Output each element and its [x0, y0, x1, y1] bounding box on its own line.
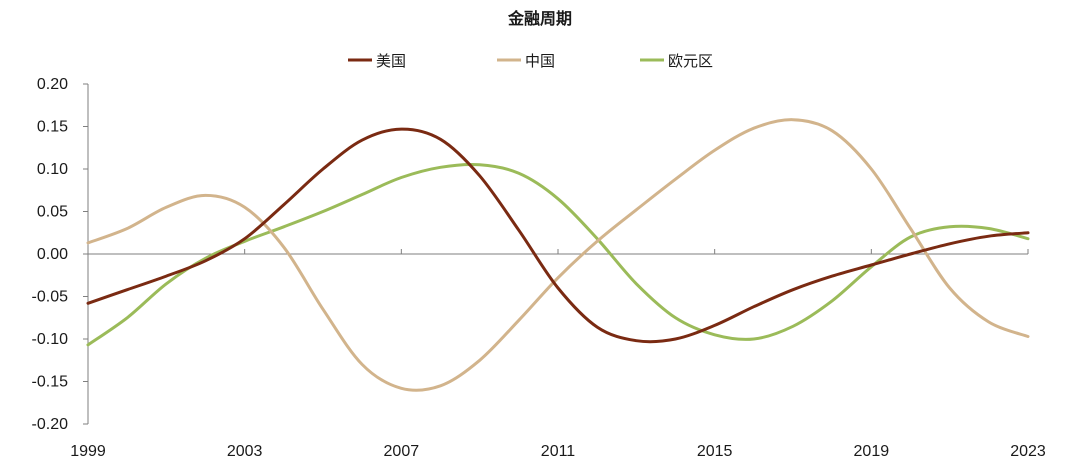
y-tick-label: -0.20	[32, 416, 69, 433]
legend-label-1: 中国	[525, 52, 555, 70]
series-line-2	[86, 162, 1030, 347]
axes: 0.20 0.15 0.10 0.05 0.00 -0.05 -0.10 -0.15 -0.20…	[32, 76, 1046, 460]
legend-label-0: 美国	[376, 52, 406, 70]
series-line-0	[86, 127, 1030, 344]
series-line-1	[86, 118, 1030, 392]
x-tick-label: 2019	[854, 443, 890, 460]
y-tick-label: -0.15	[32, 374, 69, 391]
legend-label-2: 欧元区	[668, 52, 713, 70]
legend-item-1: 中国	[497, 52, 555, 70]
x-tick-label: 2023	[1010, 443, 1046, 460]
x-tick-label: 1999	[70, 443, 106, 460]
series-layer	[86, 118, 1030, 392]
y-tick-label: -0.10	[32, 331, 69, 348]
legend: 美国 中国 欧元区	[348, 52, 713, 70]
x-tick-label: 2011	[541, 443, 576, 460]
legend-item-0: 美国	[348, 52, 406, 70]
chart-title: 金融周期	[507, 9, 572, 28]
y-tick-label: -0.05	[32, 289, 69, 306]
x-tick-label: 2003	[227, 443, 263, 460]
x-tick-label: 2007	[384, 443, 420, 460]
y-tick-label: 0.20	[37, 76, 68, 93]
y-tick-label: 0.15	[37, 119, 68, 136]
legend-item-2: 欧元区	[640, 52, 713, 70]
x-tick-label: 2015	[697, 443, 733, 460]
y-tick-label: 0.10	[37, 161, 68, 178]
y-tick-label: 0.00	[37, 246, 68, 263]
y-tick-label: 0.05	[37, 204, 68, 221]
